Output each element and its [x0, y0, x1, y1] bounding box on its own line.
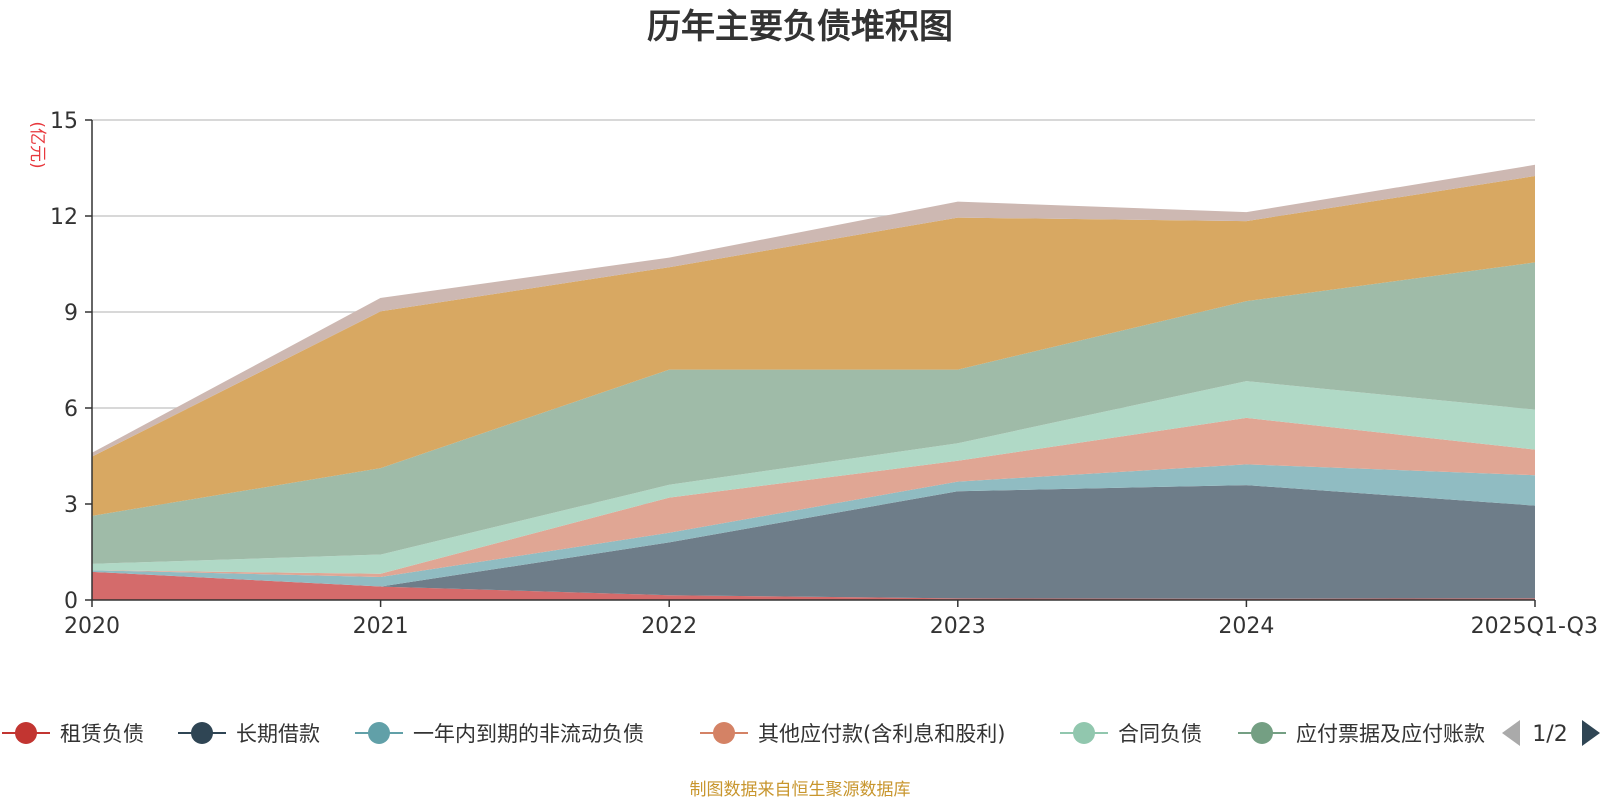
legend-item-0[interactable]: 租赁负债	[2, 722, 144, 746]
legend-marker-0	[15, 722, 37, 744]
y-tick-label-5: 15	[50, 109, 78, 134]
x-tick-label-0: 2020	[64, 614, 120, 639]
x-tick-label-3: 2023	[930, 614, 986, 639]
area-series-2	[92, 464, 1535, 587]
area-series-5	[92, 262, 1535, 564]
legend-label-2: 一年内到期的非流动负债	[413, 722, 644, 746]
y-tick-label-3: 9	[64, 301, 78, 326]
legend-marker-3	[713, 722, 735, 744]
legend-item-2[interactable]: 一年内到期的非流动负债	[355, 722, 644, 746]
area-series-4	[92, 381, 1535, 574]
legend-item-5[interactable]: 应付票据及应付账款	[1238, 722, 1485, 746]
y-axis-unit-label: (亿元)	[27, 121, 47, 168]
area-series	[92, 164, 1535, 600]
x-tick-label-4: 2024	[1218, 614, 1274, 639]
legend-label-4: 合同负债	[1118, 722, 1202, 746]
y-tick-label-4: 12	[50, 205, 78, 230]
legend-label-1: 长期借款	[236, 722, 320, 746]
y-tick-label-0: 0	[64, 589, 78, 614]
legend-marker-4	[1073, 722, 1095, 744]
data-source-note: 制图数据来自恒生聚源数据库	[690, 780, 911, 800]
legend-label-5: 应付票据及应付账款	[1296, 722, 1485, 746]
x-tick-label-1: 2021	[353, 614, 409, 639]
area-series-3	[92, 417, 1535, 577]
area-series-0	[92, 571, 1535, 600]
legend-pager: 1/2	[1502, 720, 1600, 747]
legend-marker-5	[1251, 722, 1273, 744]
legend-page-indicator: 1/2	[1532, 722, 1567, 747]
legend-item-4[interactable]: 合同负债	[1060, 722, 1202, 746]
legend-item-1[interactable]: 长期借款	[178, 722, 320, 746]
x-axis-ticks: 2020 2021 2022 2023 2024 2025Q1-Q3	[64, 600, 1598, 639]
area-series-1	[92, 485, 1535, 599]
axes	[91, 120, 1535, 601]
legend: 租赁负债 长期借款 一年内到期的非流动负债 其他应付款(含利息和股利) 合同负债 应付票据…	[2, 722, 1485, 746]
y-tick-label-1: 3	[64, 493, 78, 518]
area-series-7	[92, 164, 1535, 457]
y-axis-ticks: 0 3 6 9 12 15	[50, 109, 92, 614]
legend-next-icon[interactable]	[1582, 720, 1600, 746]
chart-title: 历年主要负债堆积图	[647, 7, 953, 47]
x-tick-label-2: 2022	[641, 614, 697, 639]
legend-marker-2	[368, 722, 390, 744]
x-tick-label-5: 2025Q1-Q3	[1471, 614, 1598, 639]
area-series-6	[92, 176, 1535, 516]
legend-label-3: 其他应付款(含利息和股利)	[758, 722, 1005, 746]
legend-marker-1	[191, 722, 213, 744]
legend-item-3[interactable]: 其他应付款(含利息和股利)	[700, 722, 1005, 746]
y-tick-label-2: 6	[64, 397, 78, 422]
legend-label-0: 租赁负债	[60, 722, 144, 746]
legend-prev-icon[interactable]	[1502, 720, 1520, 746]
